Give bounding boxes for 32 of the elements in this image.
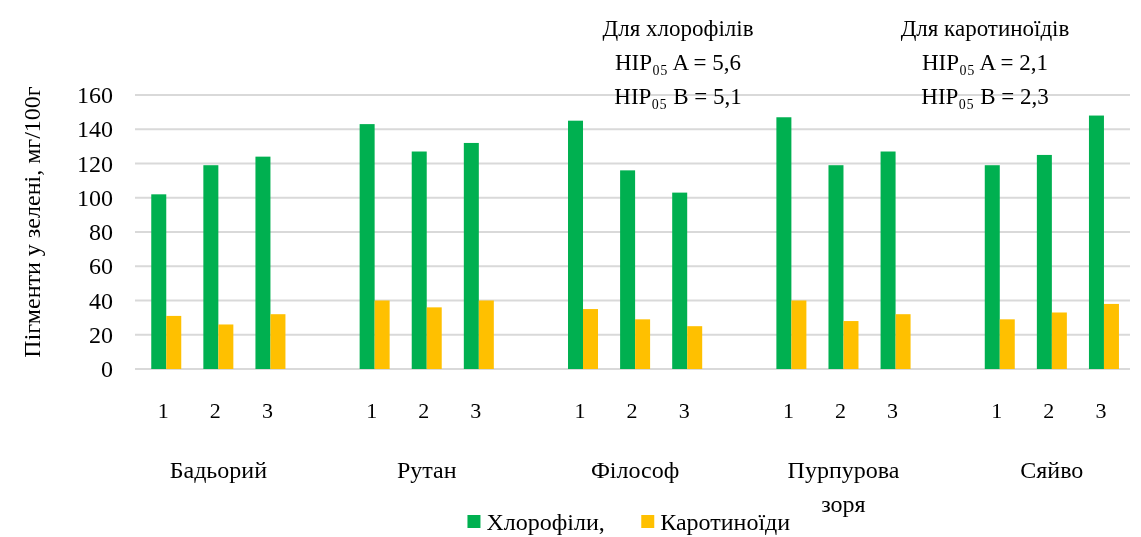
- x-tick-label: 2: [1043, 397, 1055, 423]
- y-tick-label: 60: [89, 253, 113, 280]
- x-tick-label: 3: [1095, 397, 1107, 423]
- x-tick-label: 3: [470, 397, 482, 423]
- x-tick-label: 1: [366, 397, 378, 423]
- x-tick-label: 2: [834, 397, 846, 423]
- annotation: Для каротиноїдів HIP₀₅ A = 2,1 HIP₀₅ B = 2,3: [900, 15, 1070, 109]
- y-tick-label: 120: [77, 150, 113, 177]
- y-tick-label: 100: [77, 184, 113, 211]
- y-tick-label: 0: [101, 356, 113, 382]
- y-tick-label: 20: [89, 321, 113, 348]
- y-tick-label: 140: [77, 116, 113, 143]
- x-tick-label: 1: [991, 397, 1003, 423]
- text: Філософ: [590, 457, 680, 483]
- text: Сяйво: [1020, 457, 1084, 483]
- x-tick-label: 2: [626, 397, 638, 423]
- x-tick-label: 3: [261, 397, 273, 423]
- x-tick-label: 3: [887, 397, 899, 423]
- x-tick-label: 1: [157, 397, 169, 423]
- y-tick-label: 80: [89, 219, 113, 245]
- x-tick-label: 1: [782, 397, 794, 423]
- x-tick-label: 2: [418, 397, 430, 423]
- legend-label: Хлорофіли,: [486, 509, 605, 535]
- y-tick-label: 40: [89, 287, 113, 314]
- x-tick-label: 1: [574, 397, 586, 423]
- annotation: Для хлорофілів HIP₀₅ A = 5,6 HIP₀₅ B = 5,1: [602, 15, 754, 109]
- text: Бадьорий: [169, 457, 268, 483]
- text: Рутан: [396, 457, 457, 483]
- y-axis-title: Пігменти у зелені, мг/100г: [19, 86, 45, 358]
- x-tick-label: 2: [209, 397, 221, 423]
- y-tick-label: 160: [77, 82, 113, 108]
- x-tick-label: 3: [678, 397, 690, 423]
